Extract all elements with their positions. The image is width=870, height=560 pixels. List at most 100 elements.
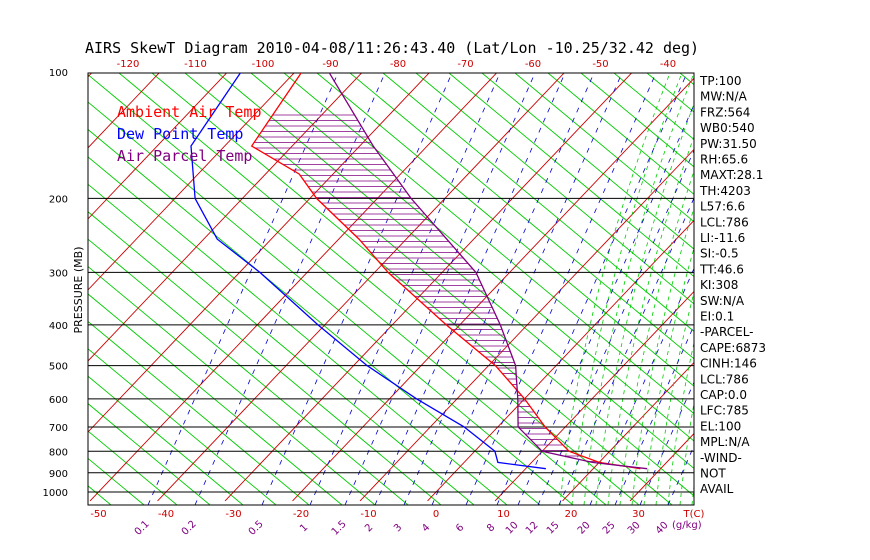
top-temp-tick: -80 xyxy=(390,59,406,70)
pressure-tick-label: 900 xyxy=(49,469,68,480)
dry-adiabat-line xyxy=(349,73,694,360)
dry-adiabat-line xyxy=(88,265,376,505)
mixing-ratio-line xyxy=(309,73,501,505)
moist-adiabat-line xyxy=(679,401,694,505)
pressure-tick-label: 400 xyxy=(49,321,68,332)
moist-adiabats xyxy=(559,73,694,505)
top-temp-tick: -120 xyxy=(117,59,140,70)
top-temp-tick: -100 xyxy=(252,59,275,70)
mixing-ratio-line xyxy=(403,73,595,505)
y-axis-label: PRESSURE (MB) xyxy=(72,247,85,334)
index-label: LCL:786 xyxy=(700,215,749,229)
bottom-temp-tick: -50 xyxy=(90,509,106,520)
series-line-ambient-air-temp xyxy=(250,73,641,470)
isotherm-line xyxy=(88,73,228,220)
index-label: NOT xyxy=(700,467,726,481)
mixing-ratio-tick: 10 xyxy=(504,520,521,537)
mixing-ratio-line xyxy=(344,73,536,505)
index-label: LCL:786 xyxy=(700,372,749,386)
top-temp-tick: -60 xyxy=(525,59,541,70)
dry-adiabats xyxy=(0,73,870,505)
chart-title: AIRS SkewT Diagram 2010-04-08/11:26:43.4… xyxy=(85,39,699,57)
isotherm-line xyxy=(224,73,633,502)
isotherm-line xyxy=(292,77,694,502)
moist-adiabat-line xyxy=(595,102,694,505)
mixing-ratio-line xyxy=(194,73,386,505)
index-label: SI:-0.5 xyxy=(700,247,739,261)
dry-adiabat-line xyxy=(184,73,694,497)
mixing-ratio-tick: 0.2 xyxy=(180,519,199,538)
index-label: EI:0.1 xyxy=(700,310,734,324)
index-label: PW:31.50 xyxy=(700,137,757,151)
mixing-ratio-tick: 20 xyxy=(576,520,593,537)
mixing-ratio-tick: 12 xyxy=(524,520,541,537)
mixing-ratio-unit: (g/kg) xyxy=(672,520,702,531)
pressure-tick-label: 1000 xyxy=(43,488,68,499)
mixing-ratio-tick: 30 xyxy=(626,520,643,537)
moist-adiabat-line xyxy=(643,246,694,505)
dry-adiabat-line xyxy=(88,156,508,505)
mixing-ratio-tick: 1.5 xyxy=(330,519,349,538)
pressure-tick-label: 600 xyxy=(49,395,68,406)
pressure-tick-label: 100 xyxy=(49,68,68,79)
bottom-temp-tick: 30 xyxy=(632,509,645,520)
dry-adiabat-line xyxy=(151,73,673,505)
dry-adiabat-line xyxy=(250,73,694,442)
mixing-ratio-line xyxy=(589,267,694,505)
dry-adiabat-line xyxy=(746,73,870,505)
dry-adiabat-line xyxy=(382,73,694,332)
dry-adiabat-line xyxy=(481,73,694,250)
isotherm-line xyxy=(833,72,870,501)
index-label: EL:100 xyxy=(700,419,741,433)
top-temp-tick: -110 xyxy=(184,59,207,70)
dry-adiabat-line xyxy=(88,74,607,505)
dry-adiabat-line xyxy=(88,293,343,505)
isotherms xyxy=(88,72,870,502)
isotherm-line xyxy=(88,73,160,149)
dry-adiabat-line xyxy=(0,73,45,505)
isobars xyxy=(87,72,695,506)
series-line-air-parcel-temp xyxy=(328,73,648,470)
bottom-temp-tick: -20 xyxy=(293,509,309,520)
isotherm-line xyxy=(88,73,430,433)
mixing-ratio-line xyxy=(431,73,623,505)
pressure-tick-label: 500 xyxy=(49,362,68,373)
dry-adiabat-line xyxy=(779,73,870,505)
isotherm-line xyxy=(157,73,565,502)
plot-frame xyxy=(87,72,695,506)
bottom-temp-tick: -40 xyxy=(158,509,174,520)
dry-adiabat-line xyxy=(812,73,870,505)
isotherm-line xyxy=(562,361,694,502)
mixing-ratio-tick: 4 xyxy=(420,522,432,534)
isotherm-line xyxy=(88,73,295,291)
index-label: TP:100 xyxy=(699,74,742,88)
moist-adiabat-line xyxy=(631,206,694,505)
moist-adiabat-line xyxy=(571,73,683,505)
index-label: CINH:146 xyxy=(700,357,757,371)
index-label: RH:65.6 xyxy=(700,153,748,167)
dry-adiabat-line xyxy=(88,485,112,505)
mixing-ratio-tick: 3 xyxy=(392,522,404,534)
pressure-tick-label: 200 xyxy=(49,194,68,205)
dry-adiabat-line xyxy=(88,211,442,505)
isotherm-line xyxy=(88,73,363,362)
mixing-ratio-line xyxy=(147,73,339,505)
mixing-ratio-line xyxy=(667,444,694,505)
mixing-ratio-tick: 8 xyxy=(485,522,497,534)
temp-unit-label: T(C) xyxy=(683,509,705,520)
top-temp-tick: -70 xyxy=(457,59,473,70)
dry-adiabat-line xyxy=(88,375,244,505)
dry-adiabat-line xyxy=(88,348,277,505)
dry-adiabat-line xyxy=(88,183,475,505)
index-label: SW:N/A xyxy=(700,294,745,308)
index-label: MAXT:28.1 xyxy=(700,168,763,182)
dry-adiabat-line xyxy=(88,430,178,505)
mixing-ratio-line xyxy=(465,73,657,505)
series-line-dew-point-temp xyxy=(190,73,546,470)
index-label: FRZ:564 xyxy=(700,105,750,119)
cape-hatch xyxy=(254,114,597,462)
moist-adiabat-line xyxy=(607,135,694,505)
bottom-temp-tick: 10 xyxy=(497,509,510,520)
isotherm-line xyxy=(494,290,694,502)
